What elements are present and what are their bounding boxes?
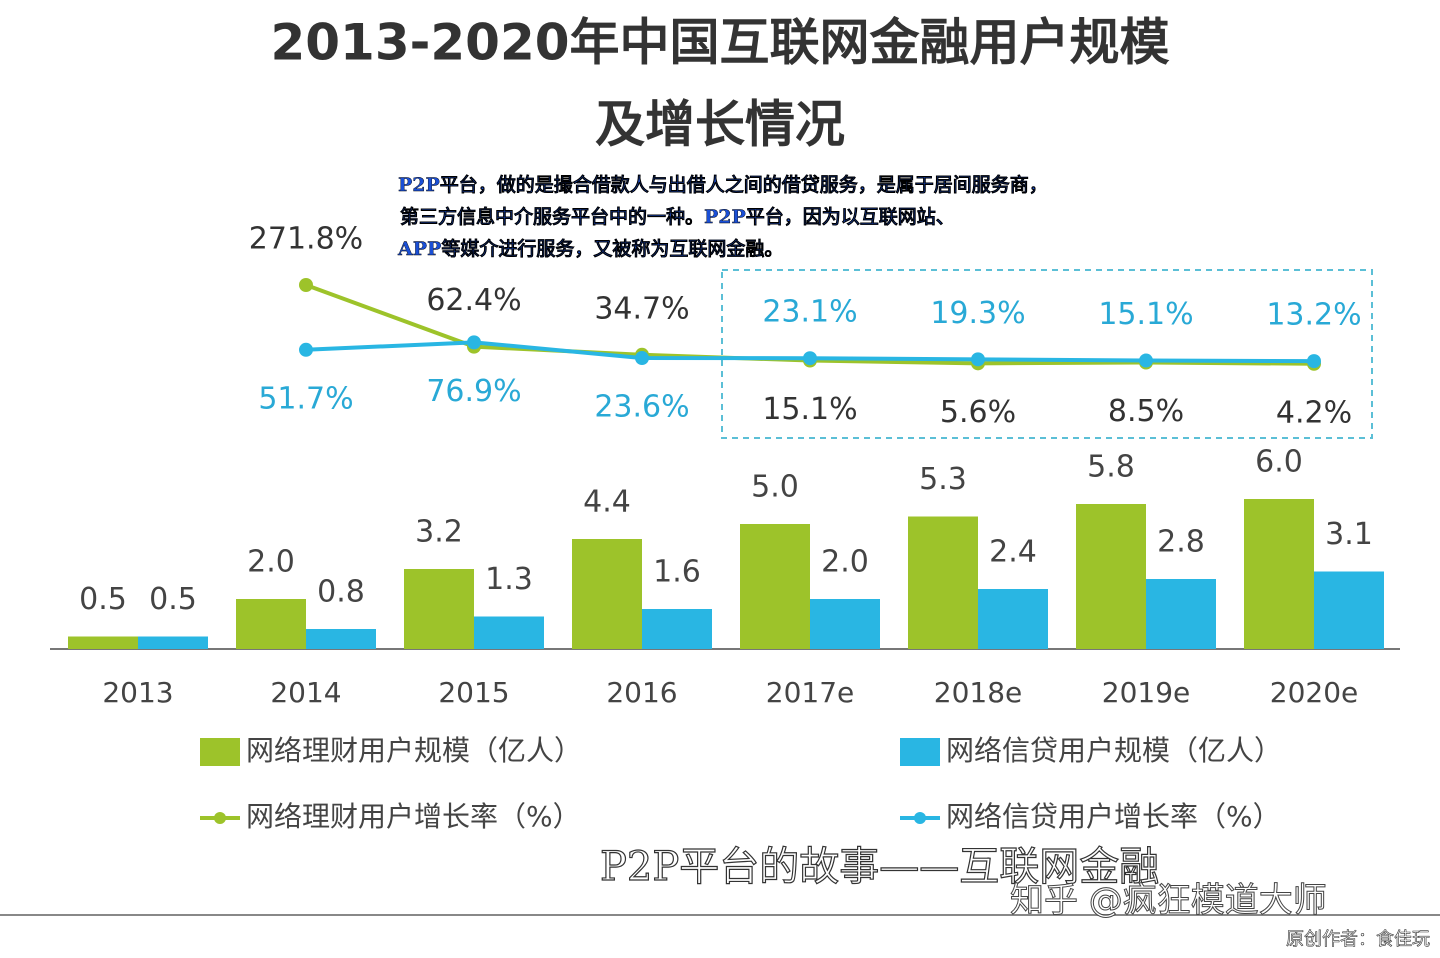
x-tick-label: 2019e bbox=[1102, 676, 1190, 709]
watermark: 原创作者：食佳玩 bbox=[1286, 929, 1430, 950]
value-label: 2.8 bbox=[1157, 525, 1205, 560]
value-label: 6.0 bbox=[1255, 445, 1303, 480]
value-label: 5.8 bbox=[1087, 450, 1135, 485]
value-label: 0.5 bbox=[149, 582, 197, 617]
value-label: 76.9% bbox=[426, 374, 521, 409]
value-label: 19.3% bbox=[930, 296, 1025, 331]
bar bbox=[236, 599, 306, 649]
value-label: 2.0 bbox=[821, 545, 869, 580]
legend-label: 网络理财用户增长率（%） bbox=[246, 800, 581, 833]
value-label: 4.4 bbox=[583, 485, 631, 520]
bar bbox=[908, 516, 978, 649]
line-marker bbox=[299, 278, 313, 292]
value-label: 5.6% bbox=[940, 395, 1016, 430]
value-label: 0.5 bbox=[79, 582, 127, 617]
line-marker bbox=[1307, 354, 1321, 369]
x-tick-label: 2013 bbox=[102, 676, 173, 709]
x-tick-label: 2017e bbox=[766, 676, 854, 709]
line-marker bbox=[635, 351, 649, 366]
legend-label: 网络信贷用户增长率（%） bbox=[946, 800, 1281, 833]
value-label: 2.4 bbox=[989, 535, 1037, 570]
bar bbox=[306, 629, 376, 649]
x-tick-label: 2015 bbox=[438, 676, 509, 709]
bar bbox=[810, 599, 880, 649]
bar bbox=[740, 524, 810, 649]
x-tick-label: 2016 bbox=[606, 676, 677, 709]
bar bbox=[642, 609, 712, 649]
bar bbox=[68, 636, 138, 649]
legend-swatch bbox=[900, 738, 940, 766]
value-label: 15.1% bbox=[762, 392, 857, 427]
annotation-group: P2P平台，做的是撮合借款人与出借人之间的借贷服务，是属于居间服务商， 第三方信… bbox=[397, 173, 1048, 260]
highlight-box bbox=[721, 269, 1373, 439]
watermark: 知乎 @疯狂模道大师 bbox=[1010, 881, 1327, 921]
chart-title: 2013-2020年中国互联网金融用户规模 bbox=[270, 14, 1169, 72]
x-tick-label: 2020e bbox=[1270, 676, 1358, 709]
annotation: 第三方信息中介服务平台中的一种。P2P平台，因为以互联网站、 bbox=[400, 205, 955, 228]
x-tick-label: 2014 bbox=[270, 676, 341, 709]
watermark: P2P平台的故事——互联网金融 bbox=[600, 844, 1159, 890]
value-label: 34.7% bbox=[594, 291, 689, 326]
value-label: 62.4% bbox=[426, 283, 521, 318]
legend-label: 网络信贷用户规模（亿人） bbox=[946, 734, 1282, 767]
line-marker bbox=[467, 335, 481, 350]
value-label: 5.3 bbox=[919, 462, 967, 497]
line-marker bbox=[971, 352, 985, 367]
value-label: 5.0 bbox=[751, 470, 799, 505]
value-label: 1.6 bbox=[653, 555, 701, 590]
bar bbox=[572, 539, 642, 649]
line-marker bbox=[1139, 353, 1153, 368]
annotation: P2P平台，做的是撮合借款人与出借人之间的借贷服务，是属于居间服务商， bbox=[398, 173, 1048, 196]
legend-swatch bbox=[914, 812, 926, 824]
bar bbox=[978, 589, 1048, 649]
value-label: 3.2 bbox=[415, 515, 463, 550]
bar bbox=[1314, 571, 1384, 649]
value-label: 13.2% bbox=[1266, 298, 1361, 333]
value-label: 271.8% bbox=[249, 222, 363, 257]
legend-label: 网络理财用户规模（亿人） bbox=[246, 734, 582, 767]
x-tick-label: 2018e bbox=[934, 676, 1022, 709]
value-label: 15.1% bbox=[1098, 297, 1193, 332]
value-label: 3.1 bbox=[1325, 517, 1373, 552]
chart-title: 及增长情况 bbox=[595, 96, 845, 154]
bar bbox=[474, 616, 544, 649]
value-label: 51.7% bbox=[258, 381, 353, 416]
value-label: 4.2% bbox=[1276, 395, 1352, 430]
value-label: 1.3 bbox=[485, 562, 533, 597]
value-label: 23.6% bbox=[594, 390, 689, 425]
value-label: 8.5% bbox=[1108, 394, 1184, 429]
value-label: 23.1% bbox=[762, 295, 857, 330]
bar bbox=[404, 569, 474, 649]
bar bbox=[1076, 504, 1146, 649]
line-marker bbox=[299, 342, 313, 357]
legend-swatch bbox=[200, 738, 240, 766]
line-marker bbox=[803, 351, 817, 366]
value-label: 2.0 bbox=[247, 545, 295, 580]
bar bbox=[1146, 579, 1216, 649]
bar bbox=[1244, 499, 1314, 649]
bar bbox=[138, 636, 208, 649]
value-label: 0.8 bbox=[317, 575, 365, 610]
annotation: APP等媒介进行服务，又被称为互联网金融。 bbox=[397, 237, 783, 260]
legend-swatch bbox=[214, 812, 226, 824]
